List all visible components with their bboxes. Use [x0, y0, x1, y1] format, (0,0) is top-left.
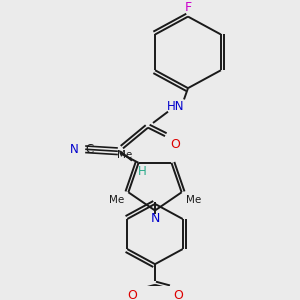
Text: Me: Me [109, 195, 124, 205]
Text: C: C [86, 143, 94, 156]
Text: O: O [170, 138, 180, 151]
Text: N: N [150, 212, 160, 224]
Text: F: F [184, 1, 192, 14]
Text: N: N [70, 143, 78, 156]
Text: O: O [127, 289, 137, 300]
Text: O: O [173, 289, 183, 300]
Text: Me: Me [117, 150, 132, 160]
Text: Me: Me [186, 195, 201, 205]
Text: H: H [138, 165, 146, 178]
Text: HN: HN [167, 100, 185, 113]
